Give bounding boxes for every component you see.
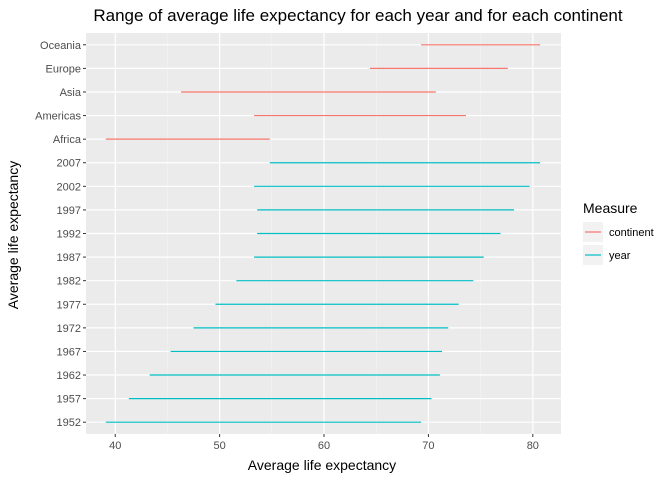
x-tick-label: 60 (318, 440, 330, 452)
x-tick-label: 70 (422, 440, 434, 452)
y-tick-label: 2002 (57, 181, 81, 193)
legend-label-continent: continent (609, 227, 654, 239)
x-tick-label: 80 (527, 440, 539, 452)
y-tick-label: 1962 (57, 370, 81, 382)
legend-title: Measure (583, 200, 638, 216)
y-tick-label: Americas (35, 111, 81, 123)
legend-label-year: year (609, 250, 631, 262)
x-tick-label: 50 (214, 440, 226, 452)
y-tick-label: 1952 (57, 417, 81, 429)
x-axis-title: Average life expectancy (248, 457, 396, 473)
y-tick-label: Oceania (40, 40, 82, 52)
y-axis-title: Average life expectancy (5, 161, 21, 309)
x-axis-ticks: 40 50 60 70 80 (109, 434, 539, 452)
y-tick-label: Europe (46, 63, 81, 75)
y-tick-label: Asia (60, 87, 82, 99)
y-tick-label: 2007 (57, 158, 81, 170)
y-tick-label: 1992 (57, 229, 81, 241)
y-tick-label: Africa (53, 134, 82, 146)
legend: Measure continent year (583, 200, 654, 265)
y-tick-label: 1977 (57, 299, 81, 311)
y-tick-label: 1972 (57, 323, 81, 335)
chart-title: Range of average life expectancy for eac… (93, 6, 623, 25)
y-tick-label: 1957 (57, 394, 81, 406)
y-tick-label: 1982 (57, 276, 81, 288)
y-tick-label: 1967 (57, 346, 81, 358)
y-axis-ticks: 1952 1957 1962 1967 1972 1977 1982 1987 1992 1997… (35, 40, 86, 429)
y-tick-label: 1987 (57, 252, 81, 264)
range-segments (105, 44, 541, 423)
x-tick-label: 40 (109, 440, 121, 452)
y-tick-label: 1997 (57, 205, 81, 217)
